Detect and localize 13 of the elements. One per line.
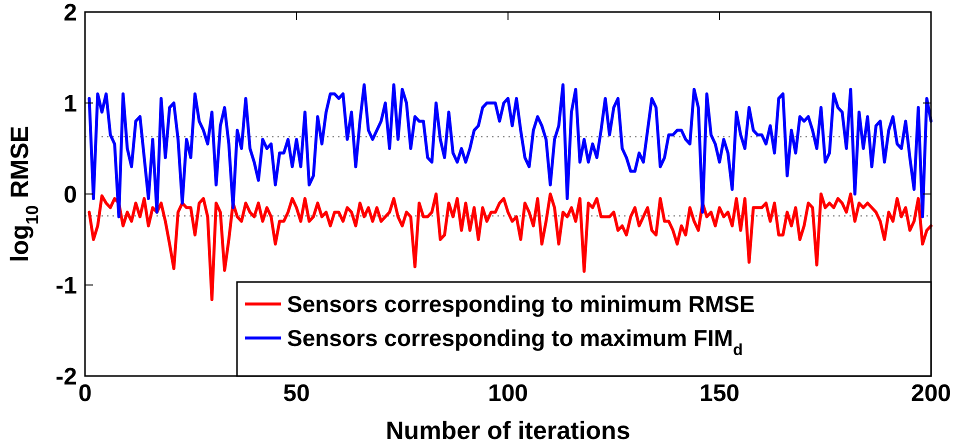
y-tick-label: 1 xyxy=(64,90,77,118)
x-tick-label: 150 xyxy=(699,380,740,407)
x-tick-label: 200 xyxy=(910,380,952,407)
y-tick-label: -1 xyxy=(56,272,77,300)
y-tick-label: 0 xyxy=(64,181,77,208)
y-tick-label: -2 xyxy=(56,363,77,390)
legend-label: Sensors corresponding to minimum RMSE xyxy=(287,291,755,318)
x-tick-label: 100 xyxy=(488,380,528,407)
line-series xyxy=(88,83,932,218)
x-axis-title: Number of iterations xyxy=(386,417,630,445)
x-tick-label: 50 xyxy=(283,380,310,407)
legend-label: Sensors corresponding to maximum FIM$_{d}$ xyxy=(287,325,743,360)
y-tick-label: 2 xyxy=(64,0,77,26)
